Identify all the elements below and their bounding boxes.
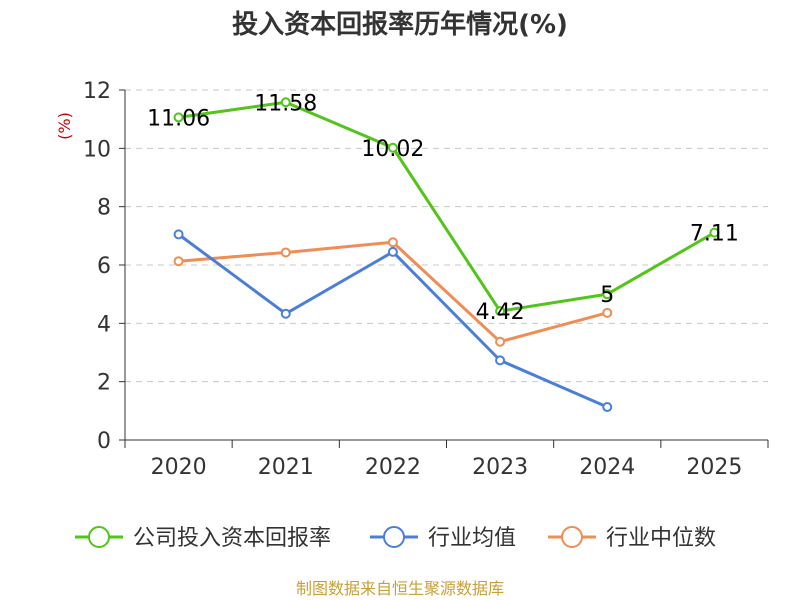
- y-tick-label-12: 12: [83, 79, 111, 104]
- data-point-s0-2021[interactable]: [280, 97, 291, 108]
- chart-title: 投入资本回报率历年情况(%): [232, 9, 568, 40]
- y-tick-label-8: 8: [97, 196, 111, 221]
- data-point-s1-2024[interactable]: [602, 402, 613, 413]
- data-label-2025: 7.11: [690, 222, 739, 247]
- grid-lines: [125, 89, 768, 383]
- data-point-s1-2021[interactable]: [280, 308, 291, 319]
- y-tick-label-10: 10: [83, 137, 111, 162]
- x-tick-label-2022: 2022: [365, 455, 421, 480]
- legend-item-1[interactable]: 行业均值: [370, 526, 516, 551]
- legend-marker-2: [561, 526, 583, 548]
- y-tick-label-2: 2: [97, 371, 111, 396]
- x-tick-label-2023: 2023: [472, 455, 528, 480]
- legend-item-2[interactable]: 行业中位数: [548, 526, 716, 551]
- data-point-s2-2020[interactable]: [173, 256, 184, 267]
- data-point-s1-2022[interactable]: [387, 246, 398, 257]
- legend-label-2: 行业中位数: [606, 526, 716, 551]
- data-label-2022: 10.02: [361, 137, 424, 162]
- series-line-1: [177, 233, 608, 409]
- series-lines: [173, 97, 720, 413]
- x-tick-label-2024: 2024: [579, 455, 635, 480]
- y-tick-label-0: 0: [97, 429, 111, 454]
- data-point-s0-2020[interactable]: [173, 112, 184, 123]
- data-point-s1-2020[interactable]: [173, 229, 184, 240]
- legend-label-1: 行业均值: [428, 526, 516, 551]
- legend-item-0[interactable]: 公司投入资本回报率: [75, 526, 331, 551]
- legend-label-0: 公司投入资本回报率: [133, 526, 331, 551]
- data-point-s0-2022[interactable]: [387, 142, 398, 153]
- legend[interactable]: 公司投入资本回报率 行业均值 行业中位数: [75, 526, 716, 551]
- data-label-2020: 11.06: [147, 106, 210, 131]
- x-tick-label-2020: 2020: [151, 455, 207, 480]
- data-labels: 11.06 11.58 10.02 4.42 5 7.11: [147, 91, 739, 325]
- data-point-s1-2023[interactable]: [495, 355, 506, 366]
- y-axis-label: (%): [55, 112, 74, 140]
- source-note: 制图数据来自恒生聚源数据库: [296, 579, 504, 598]
- data-label-2024: 5: [600, 283, 614, 308]
- data-point-s2-2021[interactable]: [280, 247, 291, 258]
- axes: 0 2 4 6 8 10 12 2020 2021 2022 2023 2024 2025: [83, 79, 769, 480]
- series-line-0: [178, 100, 716, 313]
- y-tick-label-4: 4: [97, 312, 111, 337]
- series-line-2: [178, 240, 608, 344]
- data-point-s2-2022[interactable]: [387, 237, 398, 248]
- x-tick-label-2025: 2025: [686, 455, 742, 480]
- data-label-2021: 11.58: [254, 91, 317, 116]
- legend-marker-1: [383, 526, 405, 548]
- x-tick-label-2021: 2021: [258, 455, 314, 480]
- legend-marker-0: [88, 526, 110, 548]
- data-point-s0-2024[interactable]: [602, 289, 613, 300]
- data-point-s2-2023[interactable]: [495, 336, 506, 347]
- data-point-s2-2024[interactable]: [602, 307, 613, 318]
- data-point-s0-2023[interactable]: [495, 306, 506, 317]
- y-tick-label-6: 6: [97, 254, 111, 279]
- data-label-2023: 4.42: [476, 300, 525, 325]
- data-point-s0-2025[interactable]: [709, 227, 720, 238]
